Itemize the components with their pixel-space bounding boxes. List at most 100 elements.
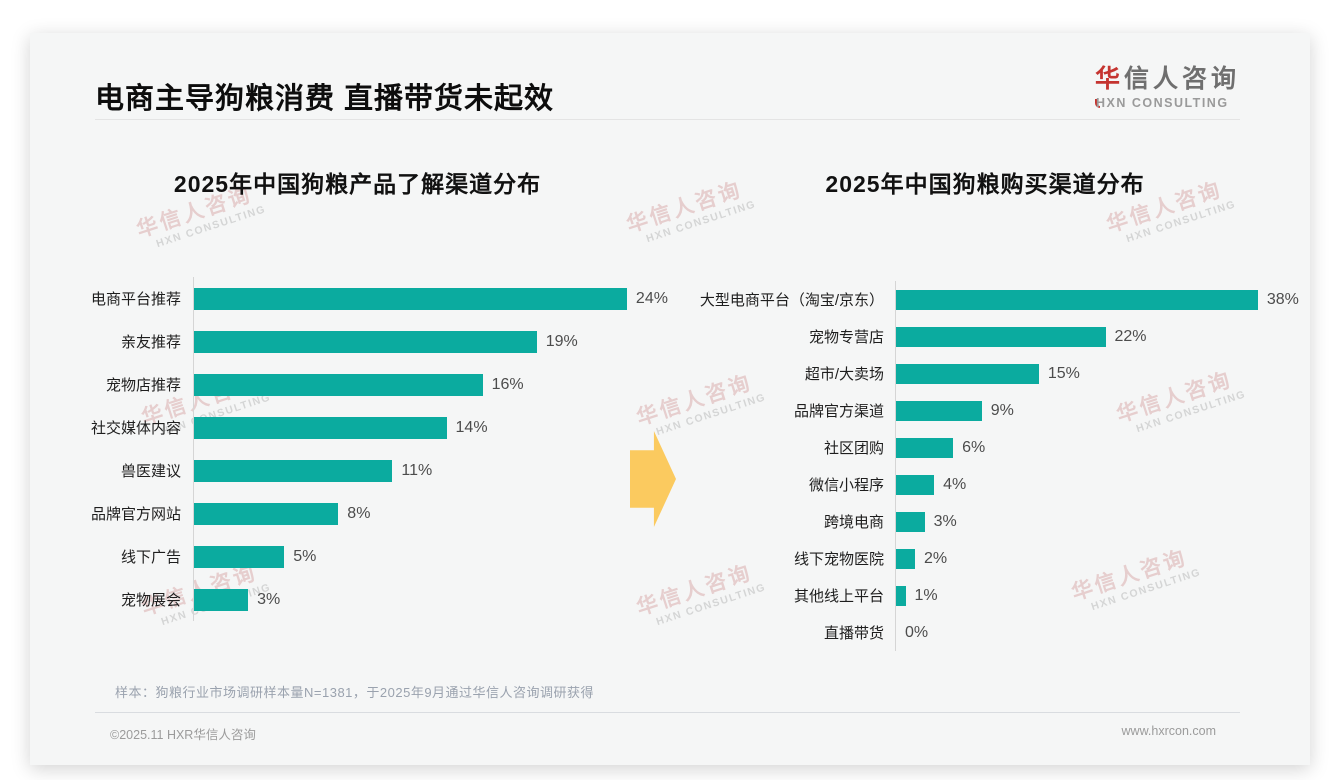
logo-english-label: HXN CONSULTING: [1095, 96, 1229, 110]
bar-value-label: 22%: [1114, 327, 1147, 345]
purchase-channels-chart: 大型电商平台（淘宝/京东） 38% 宠物专营店 22% 超市/大卖场 15% 品牌官方渠道 9…: [665, 281, 1315, 651]
bar-category-label: 社交媒体内容: [90, 420, 181, 437]
bar-row: 大型电商平台（淘宝/京东） 38%: [665, 281, 1315, 318]
bar-category-label: 宠物专营店: [808, 329, 884, 346]
bar-row: 宠物店推荐 16%: [80, 363, 663, 406]
logo-red-char: 华: [1094, 65, 1124, 93]
bar-row: 电商平台推荐 24%: [80, 277, 668, 320]
bar: [896, 400, 982, 421]
bar-track: 11%: [193, 449, 663, 492]
copyright-text: ©2025.11 HXR华信人咨询: [110, 728, 256, 742]
bar-track: 3%: [193, 578, 663, 621]
bar-value-label: 14%: [455, 418, 488, 436]
bar-category-label: 线下广告: [120, 549, 181, 566]
bar: [896, 585, 906, 606]
bar-value-label: 16%: [491, 375, 524, 393]
bar-track: 14%: [193, 406, 663, 449]
bar-row: 兽医建议 11%: [80, 449, 663, 492]
bar-row: 直播带货 0%: [665, 614, 1315, 651]
bar: [194, 502, 339, 525]
logo-gray-chars: 信人咨询: [1123, 65, 1240, 93]
bar-track: 0%: [895, 614, 1315, 651]
bar-value-label: 38%: [1266, 290, 1299, 308]
bar-category-label: 宠物展会: [120, 592, 181, 609]
bar-value-label: 2%: [924, 549, 948, 567]
bar-track: 2%: [895, 540, 1315, 577]
right-chart-title: 2025年中国狗粮购买渠道分布: [825, 171, 1145, 197]
bar-row: 亲友推荐 19%: [80, 320, 663, 363]
bar: [194, 287, 627, 310]
bar-track: 5%: [193, 535, 663, 578]
bar: [194, 373, 483, 396]
bar-category-label: 亲友推荐: [120, 334, 181, 351]
bar-track: 6%: [895, 429, 1315, 466]
bar-value-label: 3%: [257, 590, 281, 608]
bar-row: 宠物展会 3%: [80, 578, 663, 621]
bar: [194, 545, 285, 568]
bar-category-label: 社区团购: [823, 440, 884, 457]
bar-value-label: 0%: [905, 623, 929, 641]
bar-track: 19%: [193, 320, 663, 363]
logo-chinese-text: 华信人咨询: [1095, 59, 1240, 95]
bar: [896, 289, 1258, 310]
bar: [194, 459, 393, 482]
bar-value-label: 9%: [990, 401, 1014, 419]
bar: [194, 588, 249, 611]
footer-divider: [95, 712, 1240, 713]
bar-category-label: 线下宠物医院: [793, 551, 884, 568]
bar-row: 跨境电商 3%: [665, 503, 1315, 540]
bar-value-label: 3%: [933, 512, 957, 530]
bar: [896, 326, 1106, 347]
bar-value-label: 4%: [943, 475, 967, 493]
bar-track: 4%: [895, 466, 1315, 503]
bar-category-label: 兽医建议: [120, 463, 181, 480]
bar-track: 8%: [193, 492, 663, 535]
bar-row: 线下广告 5%: [80, 535, 663, 578]
bar: [896, 548, 916, 569]
bar: [896, 511, 925, 532]
bar-track: 9%: [895, 392, 1315, 429]
logo-english-text: HXN CONSULTING: [1094, 96, 1240, 110]
bar-row: 宠物专营店 22%: [665, 318, 1315, 355]
bar-value-label: 5%: [293, 547, 317, 565]
company-logo: 华信人咨询 HXN CONSULTING: [1094, 59, 1240, 110]
bar-row: 品牌官方网站 8%: [80, 492, 663, 535]
bar-row: 其他线上平台 1%: [665, 577, 1315, 614]
bar-row: 社区团购 6%: [665, 429, 1315, 466]
slide-card: 华信人咨询 HXN CONSULTING 华信人咨询 HXN CONSULTING 华信…: [30, 33, 1310, 765]
bar-track: 38%: [895, 281, 1315, 318]
bar-track: 1%: [895, 577, 1315, 614]
bar-category-label: 电商平台推荐: [90, 291, 181, 308]
bar-track: 3%: [895, 503, 1315, 540]
page-title: 电商主导狗粮消费 直播带货未起效: [95, 83, 555, 115]
bar: [194, 330, 537, 353]
bar-row: 超市/大卖场 15%: [665, 355, 1315, 392]
bar-category-label: 其他线上平台: [793, 588, 884, 605]
bar: [194, 416, 447, 439]
bar-track: 24%: [193, 277, 668, 320]
bar-track: 15%: [895, 355, 1315, 392]
bar-value-label: 19%: [545, 332, 578, 350]
bar: [896, 474, 935, 495]
website-text: www.hxrcon.com: [1121, 724, 1216, 738]
bar-value-label: 8%: [347, 504, 371, 522]
bar-category-label: 品牌官方网站: [90, 506, 181, 523]
header-divider: [95, 119, 1240, 120]
bar-value-label: 1%: [914, 586, 938, 604]
bar-category-label: 跨境电商: [823, 514, 884, 531]
bar-row: 品牌官方渠道 9%: [665, 392, 1315, 429]
bar-value-label: 6%: [962, 438, 986, 456]
understanding-channels-chart: 电商平台推荐 24% 亲友推荐 19% 宠物店推荐 16% 社交媒体内容 14% 兽医建议 11%…: [80, 277, 668, 621]
bar-value-label: 15%: [1047, 364, 1080, 382]
bar-row: 社交媒体内容 14%: [80, 406, 663, 449]
bar-track: 16%: [193, 363, 663, 406]
bar: [896, 437, 954, 458]
bar-row: 线下宠物医院 2%: [665, 540, 1315, 577]
sample-note: 样本：狗粮行业市场调研样本量N=1381，于2025年9月通过华信人咨询调研获得: [115, 685, 595, 700]
left-chart-title: 2025年中国狗粮产品了解渠道分布: [173, 171, 542, 197]
bar-category-label: 超市/大卖场: [804, 366, 884, 383]
bar-row: 微信小程序 4%: [665, 466, 1315, 503]
bar-category-label: 宠物店推荐: [105, 377, 181, 394]
bar-value-label: 11%: [401, 461, 433, 479]
bar: [896, 363, 1039, 384]
